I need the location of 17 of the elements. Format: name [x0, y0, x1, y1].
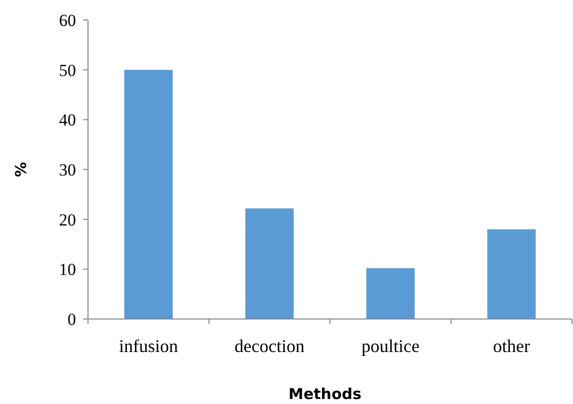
- x-tick-label: infusion: [118, 336, 178, 356]
- x-tick-label: poultice: [362, 336, 420, 356]
- bar: [366, 268, 415, 319]
- bar: [487, 229, 536, 319]
- y-tick-label: 40: [59, 110, 76, 130]
- y-tick-label: 60: [59, 10, 76, 30]
- x-tick-label: decoction: [234, 336, 304, 356]
- x-tick-label: other: [493, 336, 530, 356]
- y-tick-label: 0: [68, 310, 76, 329]
- bar: [245, 208, 294, 319]
- bar: [124, 70, 173, 319]
- y-tick-label: 10: [59, 260, 76, 280]
- y-tick-label: 20: [59, 210, 76, 230]
- x-axis-title: Methods: [288, 385, 362, 403]
- y-tick-label: 50: [59, 60, 76, 80]
- y-tick-label: 30: [59, 160, 76, 180]
- y-axis-title: %: [12, 162, 30, 178]
